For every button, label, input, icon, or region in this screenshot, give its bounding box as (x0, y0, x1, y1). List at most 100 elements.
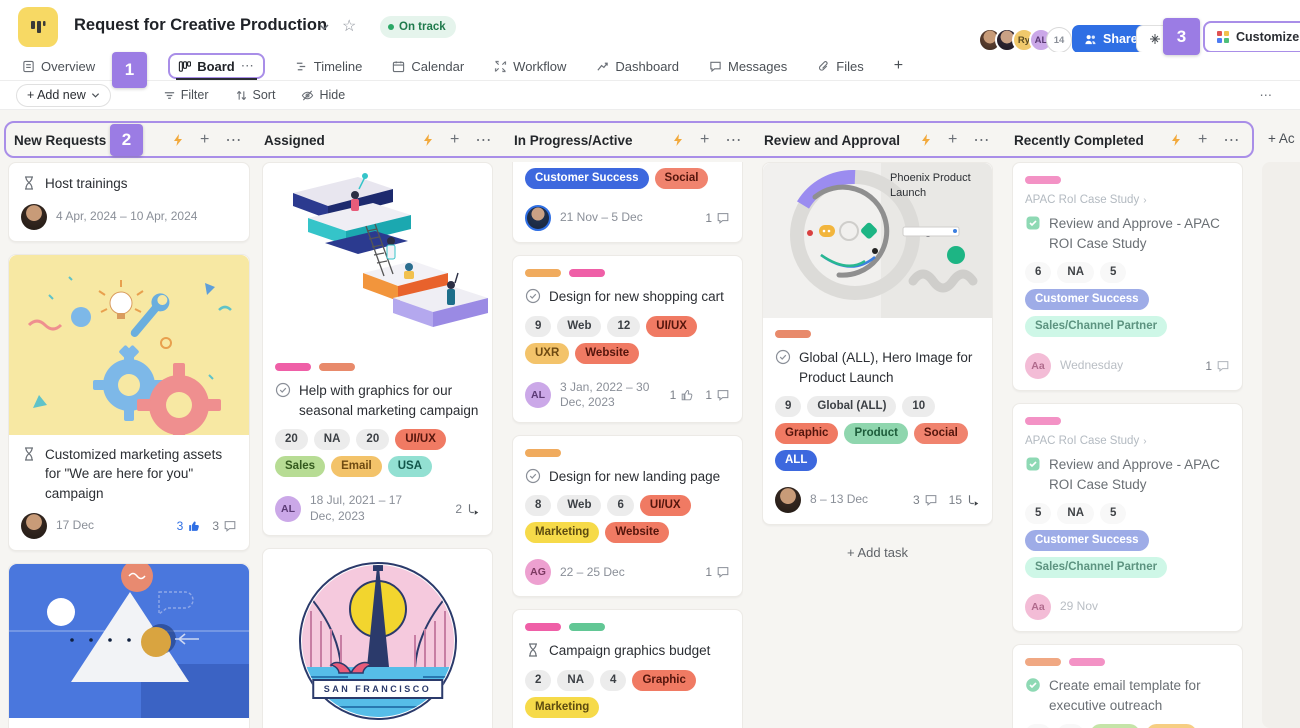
add-card-icon[interactable]: + (200, 131, 210, 148)
add-card-icon[interactable]: + (450, 131, 460, 148)
column-header-recently-completed[interactable]: Recently Completed (1014, 132, 1144, 148)
board-tab-more-icon[interactable]: ⋯ (240, 58, 255, 73)
tag-pill[interactable]: 5 (1100, 503, 1127, 525)
tag-pill[interactable]: Email (331, 456, 382, 478)
tag-pill[interactable]: Web (557, 495, 602, 517)
tab-dashboard[interactable]: Dashboard (596, 59, 679, 74)
app-logo-icon[interactable] (18, 7, 58, 47)
assignee-avatar[interactable]: Aa (1025, 594, 1051, 621)
tag-pill[interactable]: Marketing (525, 522, 600, 544)
assignee-avatar[interactable] (775, 487, 801, 514)
tag-pill[interactable]: Sales (1089, 724, 1140, 728)
tag-pill[interactable]: Customer Success (1025, 289, 1149, 311)
tag-pill[interactable]: 9 (525, 315, 552, 337)
comments-count[interactable]: 1 (1205, 359, 1230, 373)
tag-pill[interactable]: 5 (1100, 262, 1127, 284)
task-card[interactable]: SAN FRANCISCO (262, 548, 493, 728)
tag-pill[interactable]: Customer Success (525, 168, 649, 189)
avatar-overflow-count[interactable]: 14 (1046, 27, 1072, 53)
add-task-button[interactable]: + Add task (846, 545, 909, 561)
task-card-completed[interactable]: Create email template for executive outr… (1012, 644, 1243, 728)
tag-pill[interactable]: Social (654, 168, 709, 189)
tag-pill[interactable]: Customer Success (1025, 530, 1149, 552)
automation-bolt-icon[interactable] (422, 133, 434, 147)
automation-bolt-icon[interactable] (1170, 133, 1182, 147)
task-card-completed[interactable]: APAC RoI Case Study › Review and Approve … (1012, 162, 1243, 392)
automation-bolt-icon[interactable] (672, 133, 684, 147)
tab-overview[interactable]: Overview (22, 59, 95, 74)
task-card[interactable]: Customer Success Social 21 Nov – 5 Dec 1 (512, 162, 743, 243)
tag-pill[interactable]: 4 (600, 669, 627, 691)
automation-bolt-icon[interactable] (172, 133, 184, 147)
tab-files[interactable]: Files (817, 59, 864, 74)
tab-messages[interactable]: Messages (709, 59, 787, 74)
tab-calendar[interactable]: Calendar (392, 59, 464, 74)
task-card[interactable]: Help with graphics for our seasonal mark… (262, 162, 493, 537)
tab-board-active[interactable]: Board ⋯ (168, 53, 265, 80)
assignee-avatar[interactable]: AG (525, 559, 551, 586)
tag-pill[interactable]: Marketing (525, 696, 600, 718)
comments-count[interactable]: 1 (705, 565, 730, 579)
task-card[interactable]: Customer Slide Template and Logos fo...›… (8, 563, 250, 728)
tag-pill[interactable]: 6 (1025, 262, 1052, 284)
task-card[interactable]: Design for new shopping cart 9 Web 12 UI… (512, 255, 743, 423)
assignee-avatar[interactable] (21, 203, 47, 230)
task-card[interactable]: Customized marketing assets for "We are … (8, 253, 250, 552)
toolbar-more-icon[interactable]: ⋯ (1259, 88, 1274, 102)
column-more-icon[interactable]: ⋯ (725, 132, 743, 149)
tag-pill[interactable]: 8 (525, 495, 552, 517)
tag-pill[interactable]: NA (1057, 503, 1095, 525)
comments-count[interactable]: 3 (212, 519, 237, 533)
add-view-button[interactable]: + (893, 57, 904, 74)
likes-count[interactable]: 1 (670, 388, 695, 402)
comments-count[interactable]: 1 (705, 388, 730, 402)
column-more-icon[interactable]: ⋯ (973, 132, 991, 149)
add-card-icon[interactable]: + (700, 131, 710, 148)
customize-button[interactable]: Customize (1203, 21, 1300, 53)
tag-pill[interactable]: USA (387, 456, 433, 478)
parent-task-breadcrumb[interactable]: APAC RoI Case Study › (1025, 435, 1147, 448)
add-new-button[interactable]: + Add new (16, 83, 111, 107)
sort-button[interactable]: Sort (235, 88, 275, 102)
tag-pill[interactable]: 20 (275, 429, 308, 451)
subtasks-count[interactable]: 15 (949, 493, 980, 507)
tag-pill[interactable]: NA (1057, 262, 1095, 284)
favorite-star-icon[interactable]: ☆ (342, 18, 357, 35)
tag-pill[interactable]: Email (1145, 724, 1197, 728)
tag-pill[interactable]: UI/UX (646, 315, 697, 337)
column-header-new-requests[interactable]: New Requests (14, 132, 107, 148)
tag-pill[interactable]: 2 (525, 669, 552, 691)
column-more-icon[interactable]: ⋯ (475, 132, 493, 149)
assignee-avatar[interactable] (525, 205, 551, 231)
task-card[interactable]: Design for new landing page 8 Web 6 UI/U… (512, 434, 743, 598)
add-column-button[interactable]: + Ac (1268, 131, 1295, 146)
tag-pill[interactable]: Website (575, 342, 640, 364)
assignee-avatar[interactable] (21, 513, 47, 540)
member-avatar-stack[interactable]: Ry AL 14 (978, 27, 1072, 53)
tag-pill[interactable]: 20 (356, 429, 390, 451)
column-more-icon[interactable]: ⋯ (1223, 132, 1241, 149)
column-more-icon[interactable]: ⋯ (225, 132, 243, 149)
parent-task-breadcrumb[interactable]: APAC RoI Case Study › (1025, 194, 1147, 206)
tag-pill[interactable]: 2 (1057, 724, 1084, 728)
tab-workflow[interactable]: Workflow (494, 59, 566, 74)
tag-pill[interactable]: NA (557, 669, 595, 691)
assignee-avatar[interactable]: AL (525, 382, 551, 409)
column-header-in-progress[interactable]: In Progress/Active (514, 132, 633, 148)
tag-pill[interactable]: 10 (902, 396, 936, 418)
tag-pill[interactable]: NA (313, 429, 351, 451)
tag-pill[interactable]: Social (913, 423, 968, 445)
tab-timeline[interactable]: Timeline (295, 59, 362, 74)
tag-pill[interactable]: Product (844, 423, 908, 445)
tag-pill[interactable]: Sales/Channel Partner (1025, 557, 1168, 579)
tag-pill[interactable]: ALL (775, 450, 818, 472)
tag-pill[interactable]: Graphic (632, 669, 696, 691)
tag-pill[interactable]: Sales (275, 456, 326, 478)
tag-pill[interactable]: UI/UX (395, 429, 446, 451)
title-chevron-down-icon[interactable] (318, 20, 330, 38)
tag-pill[interactable]: Website (605, 522, 670, 544)
tag-pill[interactable]: Graphic (775, 423, 839, 445)
tag-pill[interactable]: 9 (775, 396, 802, 418)
status-badge[interactable]: On track (380, 16, 456, 38)
automation-bolt-icon[interactable] (920, 133, 932, 147)
